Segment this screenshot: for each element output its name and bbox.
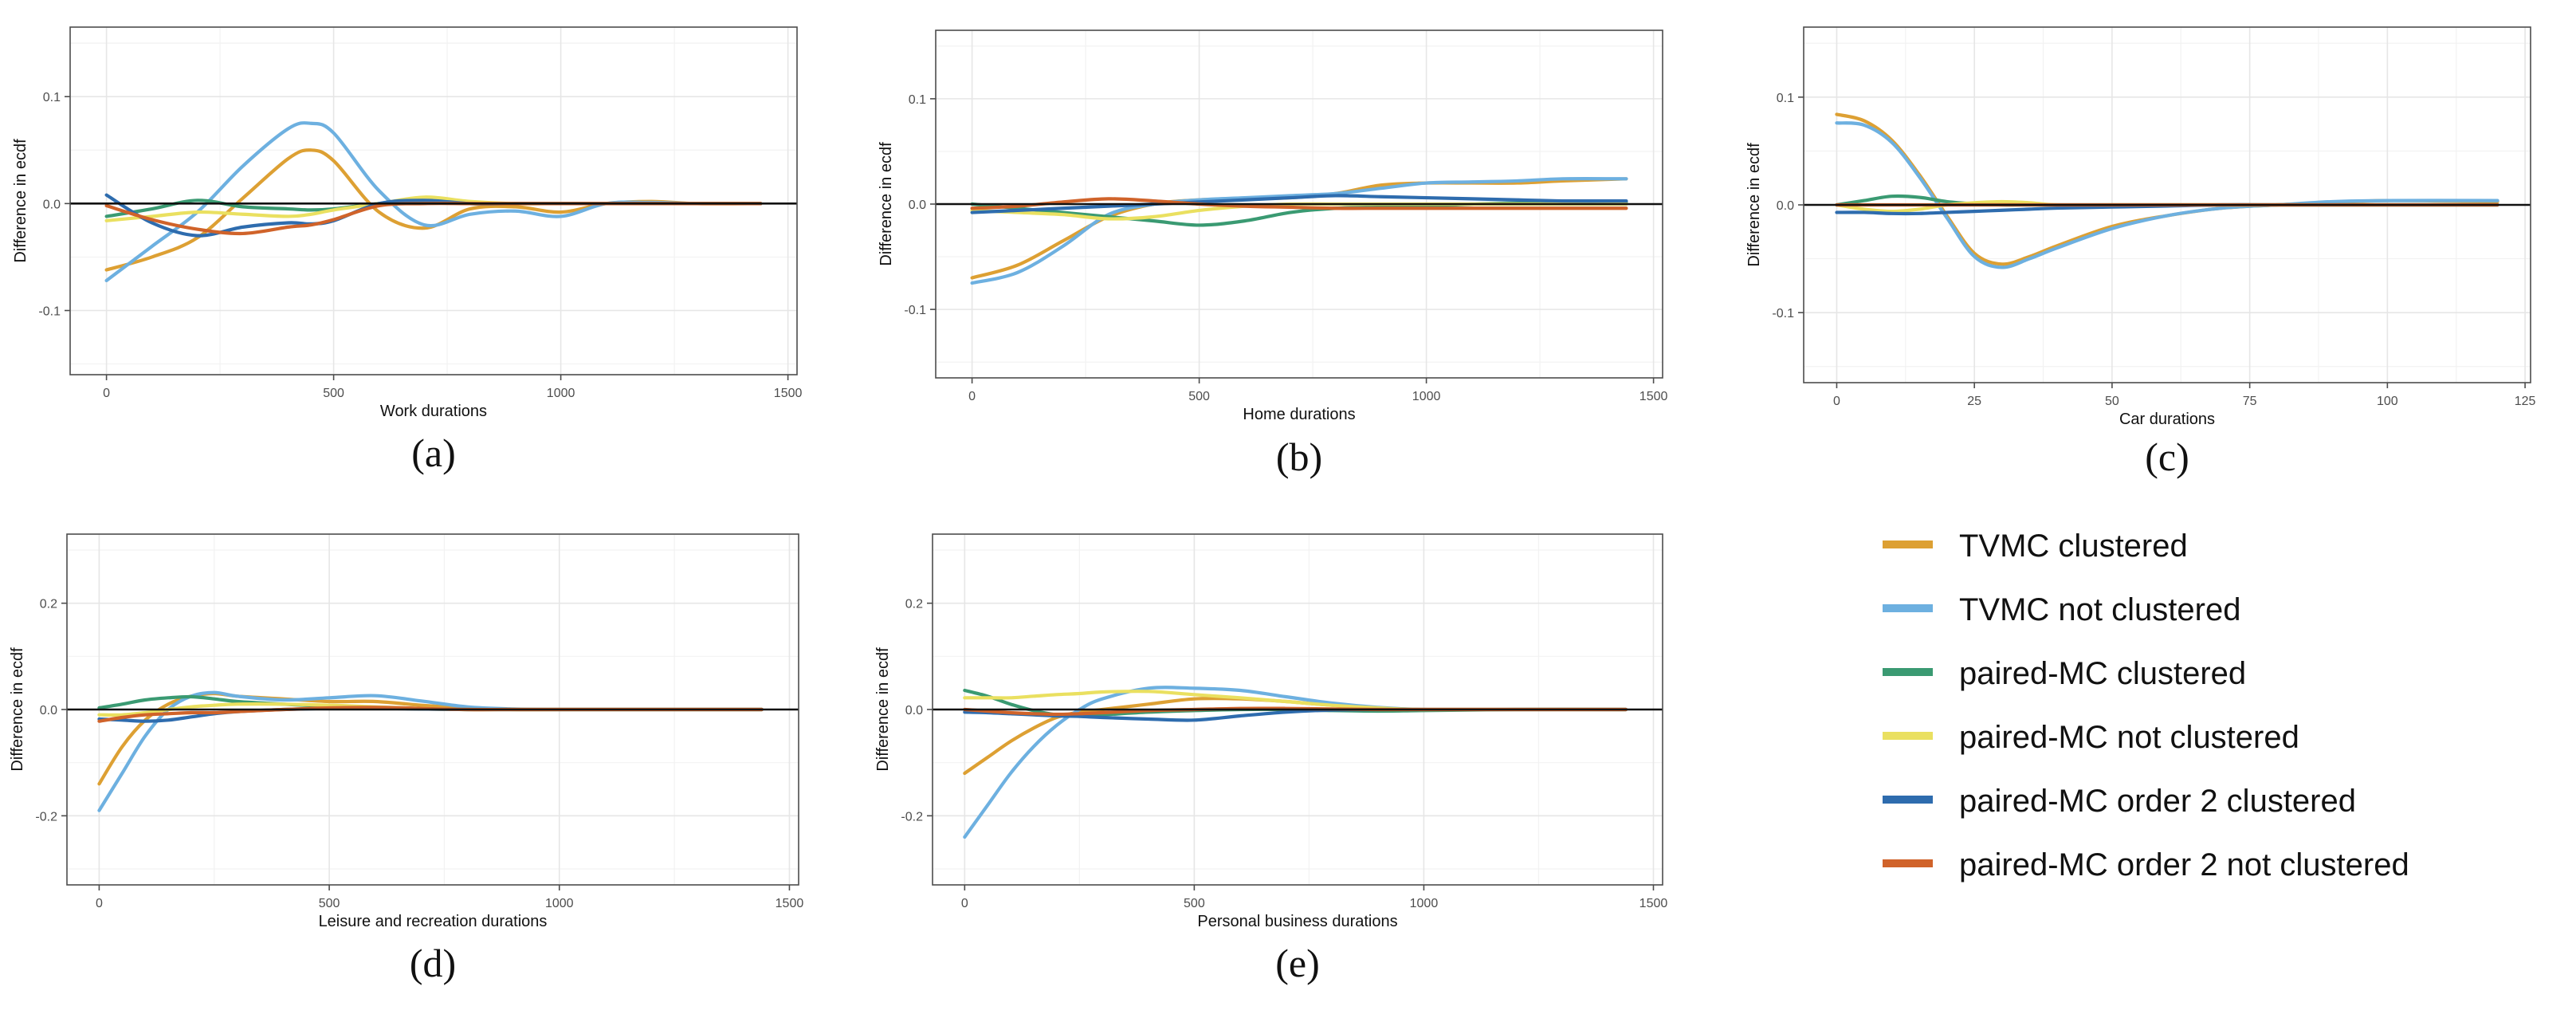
x-axis-title: Car durations	[2119, 411, 2215, 428]
x-tick-label: 1500	[1639, 897, 1668, 910]
legend-item: paired-MC order 2 clustered	[1883, 784, 2356, 819]
series-line-pmc2_c	[970, 194, 1628, 214]
x-axis-title: Work durations	[380, 403, 487, 420]
y-tick-label: 0.0	[43, 198, 61, 211]
y-tick-label: 0.2	[905, 598, 923, 611]
y-axis-title: Difference in ecdf	[874, 647, 892, 772]
panel-caption: (b)	[1276, 434, 1322, 479]
y-tick-label: 0.1	[909, 93, 926, 107]
x-tick-label: 1500	[774, 387, 803, 400]
x-tick-label: 1000	[1412, 390, 1441, 403]
y-tick-label: 0.0	[905, 704, 923, 717]
chart-panel-3: 0 25 50 75 100 125 -0.1 0.0 0.1 Car durations Diff…	[1745, 26, 2536, 479]
legend-label: paired-MC clustered	[1959, 656, 2246, 691]
x-tick-label: 75	[2243, 395, 2257, 408]
panel-caption: (c)	[2145, 434, 2189, 479]
x-tick-label: 0	[1833, 395, 1840, 408]
series-line-pmc2_nc	[970, 197, 1628, 210]
legend-label: TVMC clustered	[1959, 529, 2188, 564]
x-tick-label: 125	[2515, 395, 2536, 408]
x-tick-label: 25	[1967, 395, 1981, 408]
y-axis-title: Difference in ecdf	[12, 139, 29, 263]
x-tick-label: 500	[1188, 390, 1210, 403]
y-tick-label: 0.0	[40, 704, 57, 717]
series-line-tvmc_nc	[970, 176, 1628, 285]
x-tick-label: 0	[961, 897, 968, 910]
x-tick-label: 1000	[545, 897, 574, 910]
y-axis-title: Difference in ecdf	[878, 142, 895, 266]
x-tick-label: 0	[103, 387, 110, 400]
legend-item: TVMC not clustered	[1883, 592, 2240, 627]
x-tick-label: 1000	[1410, 897, 1439, 910]
x-tick-label: 0	[968, 390, 976, 403]
x-tick-label: 1500	[776, 897, 804, 910]
x-tick-label: 500	[323, 387, 344, 400]
y-tick-label: -0.2	[901, 810, 923, 823]
y-tick-label: 0.0	[909, 199, 926, 212]
x-tick-label: 1500	[1639, 390, 1668, 403]
legend-label: paired-MC order 2 not clustered	[1959, 847, 2409, 882]
y-tick-label: -0.1	[904, 304, 926, 317]
legend-item: paired-MC not clustered	[1883, 720, 2299, 755]
y-tick-label: -0.1	[1772, 307, 1794, 320]
x-axis-title: Leisure and recreation durations	[319, 913, 548, 930]
y-axis-title: Difference in ecdf	[1745, 143, 1763, 267]
x-tick-label: 0	[96, 897, 103, 910]
chart-panel-4: 0 500 1000 1500 -0.2 0.0 0.2 Leisure and recrea…	[9, 533, 804, 985]
series-line-tvmc_nc	[1835, 121, 2499, 269]
x-tick-label: 500	[1184, 897, 1205, 910]
y-axis-title: Difference in ecdf	[9, 647, 26, 772]
x-tick-label: 100	[2377, 395, 2398, 408]
y-tick-label: 0.2	[40, 598, 57, 611]
chart-panel-2: 0 500 1000 1500 -0.1 0.0 0.1 Home durations Diff…	[878, 29, 1668, 479]
y-tick-label: 0.1	[1777, 92, 1794, 105]
legend-item: paired-MC order 2 not clustered	[1883, 847, 2409, 882]
y-tick-label: 0.1	[43, 91, 61, 104]
y-tick-label: 0.0	[1777, 199, 1794, 213]
chart-panel-1: 0 500 1000 1500 -0.1 0.0 0.1 Work durations Diff…	[12, 26, 803, 475]
legend: TVMC clustered TVMC not clustered paired-M…	[1883, 529, 2409, 882]
panel-caption: (a)	[411, 430, 456, 475]
x-tick-label: 500	[319, 897, 340, 910]
legend-label: paired-MC order 2 clustered	[1959, 784, 2356, 819]
plot-border	[69, 26, 798, 375]
legend-label: paired-MC not clustered	[1959, 720, 2299, 755]
legend-item: TVMC clustered	[1883, 529, 2188, 564]
y-tick-label: -0.1	[38, 305, 61, 319]
x-axis-title: Home durations	[1243, 406, 1355, 423]
panel-caption: (d)	[410, 941, 456, 985]
panel-caption: (e)	[1275, 941, 1320, 985]
legend-item: paired-MC clustered	[1883, 656, 2246, 691]
x-axis-title: Personal business durations	[1197, 913, 1397, 930]
chart-panel-5: 0 500 1000 1500 -0.2 0.0 0.2 Personal business …	[874, 533, 1668, 985]
y-tick-label: -0.2	[35, 810, 57, 823]
x-tick-label: 1000	[547, 387, 575, 400]
x-tick-label: 50	[2105, 395, 2119, 408]
legend-label: TVMC not clustered	[1959, 592, 2240, 627]
